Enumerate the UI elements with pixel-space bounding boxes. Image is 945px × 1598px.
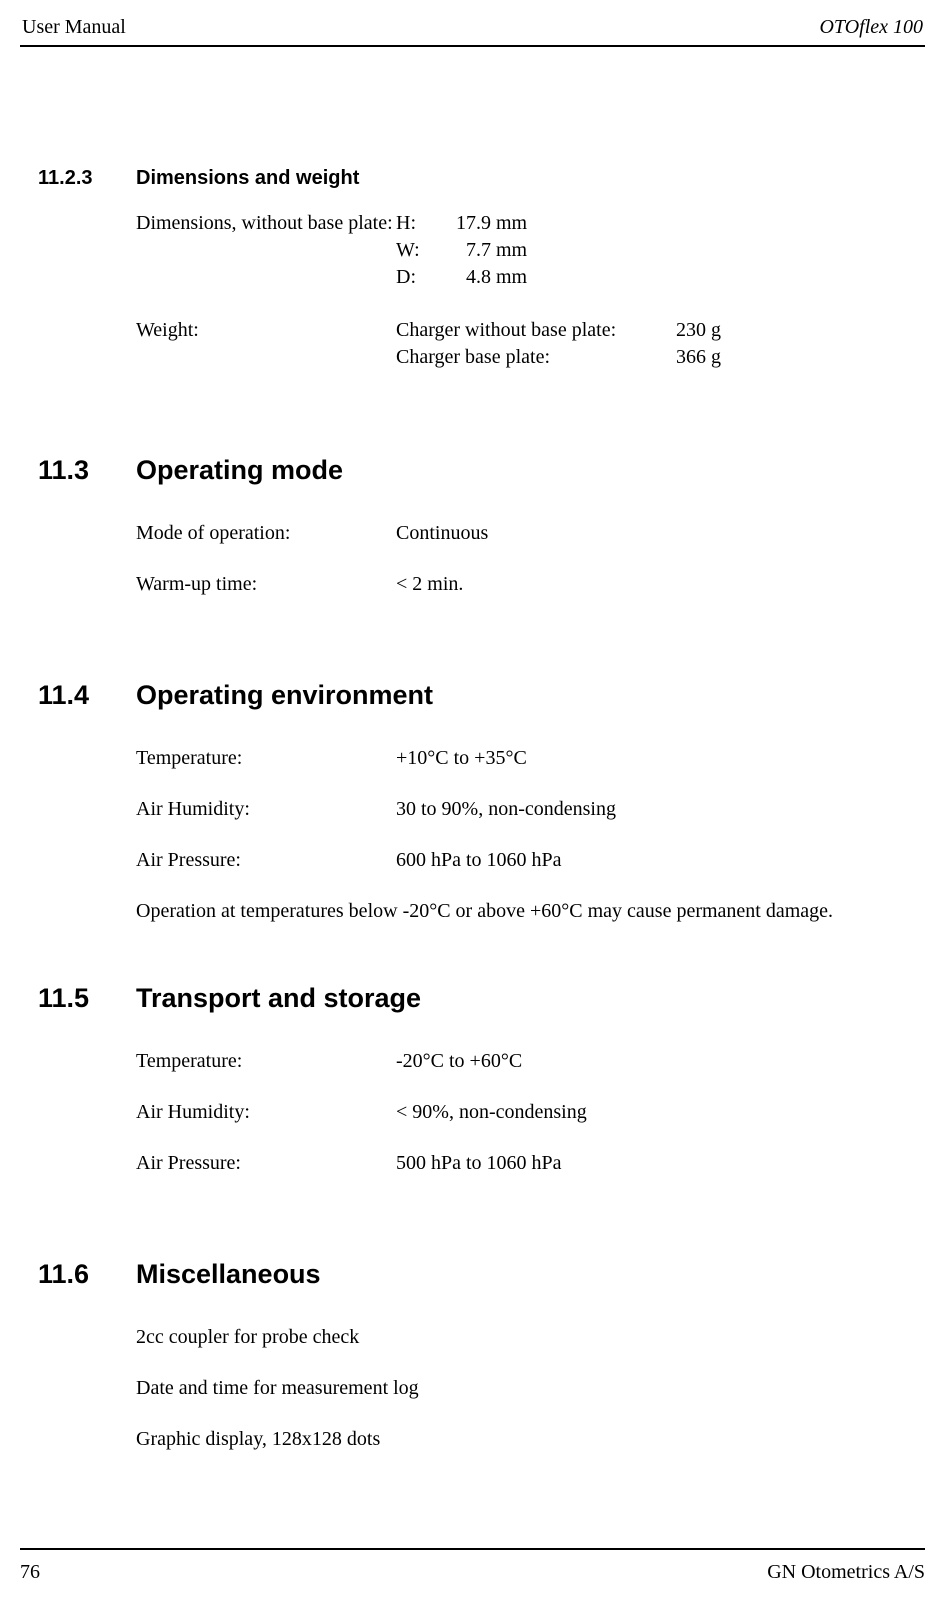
- env-damage-note: Operation at temperatures below -20°C or…: [136, 898, 925, 925]
- section-number-11-6: 11.6: [38, 1259, 89, 1290]
- header-right: OTOflex 100: [819, 16, 923, 39]
- section-number-11-4: 11.4: [38, 680, 89, 711]
- dim-w-key: W:: [396, 237, 456, 264]
- storage-temp-value: -20°C to +60°C: [396, 1048, 925, 1075]
- header-left: User Manual: [22, 16, 126, 39]
- env-humidity-value: 30 to 90%, non-condensing: [396, 796, 925, 823]
- dim-h-key: H:: [396, 210, 456, 237]
- mode-value: Continuous: [396, 520, 925, 547]
- warmup-label: Warm-up time:: [136, 571, 396, 598]
- section-number-11-5: 11.5: [38, 983, 89, 1014]
- storage-pressure-value: 500 hPa to 1060 hPa: [396, 1150, 925, 1177]
- page-footer: 76 GN Otometrics A/S: [20, 1561, 925, 1584]
- env-temp-label: Temperature:: [136, 745, 396, 772]
- env-pressure-label: Air Pressure:: [136, 847, 396, 874]
- section-title-dimensions: Dimensions and weight: [136, 167, 925, 190]
- env-pressure-value: 600 hPa to 1060 hPa: [396, 847, 925, 874]
- footer-rule: [20, 1548, 925, 1550]
- weight-label: Weight:: [136, 317, 396, 371]
- section-content-operating-mode: Mode of operation: Continuous Warm-up ti…: [136, 520, 925, 598]
- section-title-miscellaneous: Miscellaneous: [136, 1259, 925, 1290]
- dim-d-key: D:: [396, 264, 456, 291]
- section-content-miscellaneous: 2cc coupler for probe check Date and tim…: [136, 1324, 925, 1453]
- section-content-dimensions: Dimensions, without base plate: H: 17.9 …: [136, 210, 925, 371]
- section-number-11-3: 11.3: [38, 455, 89, 486]
- weight-line1-desc: Charger without base plate:: [396, 317, 676, 344]
- section-title-operating-mode: Operating mode: [136, 455, 925, 486]
- storage-humidity-label: Air Humidity:: [136, 1099, 396, 1126]
- misc-line2: Date and time for measurement log: [136, 1375, 925, 1402]
- section-title-transport-storage: Transport and storage: [136, 983, 925, 1014]
- company-name: GN Otometrics A/S: [767, 1561, 925, 1584]
- dimensions-label: Dimensions, without base plate:: [136, 210, 396, 291]
- weight-line2-val: 366 g: [676, 344, 721, 371]
- misc-line1: 2cc coupler for probe check: [136, 1324, 925, 1351]
- warmup-value: < 2 min.: [396, 571, 925, 598]
- storage-humidity-value: < 90%, non-condensing: [396, 1099, 925, 1126]
- dim-w-val: 7.7 mm: [456, 237, 546, 264]
- misc-line3: Graphic display, 128x128 dots: [136, 1426, 925, 1453]
- page-number: 76: [20, 1561, 40, 1584]
- section-number-11-2-3: 11.2.3: [38, 167, 93, 190]
- dim-d-val: 4.8 mm: [456, 264, 546, 291]
- mode-label: Mode of operation:: [136, 520, 396, 547]
- page-header: User Manual OTOflex 100: [20, 16, 925, 39]
- env-temp-value: +10°C to +35°C: [396, 745, 925, 772]
- weight-line1-val: 230 g: [676, 317, 721, 344]
- weight-line2-desc: Charger base plate:: [396, 344, 676, 371]
- dim-h-val: 17.9 mm: [456, 210, 546, 237]
- storage-pressure-label: Air Pressure:: [136, 1150, 396, 1177]
- header-rule: [20, 45, 925, 47]
- section-content-operating-env: Temperature: +10°C to +35°C Air Humidity…: [136, 745, 925, 925]
- storage-temp-label: Temperature:: [136, 1048, 396, 1075]
- env-humidity-label: Air Humidity:: [136, 796, 396, 823]
- section-content-transport-storage: Temperature: -20°C to +60°C Air Humidity…: [136, 1048, 925, 1177]
- section-title-operating-env: Operating environment: [136, 680, 925, 711]
